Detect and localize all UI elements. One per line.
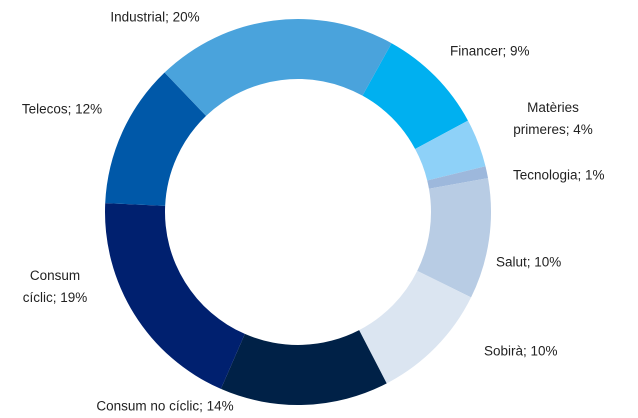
label-line: Matèries [527,100,579,115]
data-label: Consum cíclic; 19% [23,268,88,305]
data-label: Salut; 10% [496,255,561,270]
donut-segment [104,203,245,389]
data-label: Sobirà; 10% [484,344,558,359]
data-label: Matèries primeres; 4% [513,100,593,137]
data-label: Financer; 9% [450,44,530,59]
data-label: Industrial; 20% [110,10,199,25]
donut-segment [105,72,207,206]
data-label: Consum no cíclic; 14% [96,399,233,414]
label-line: primeres; 4% [513,122,593,137]
donut-segment [417,178,492,298]
donut-segment [415,120,486,181]
label-line: cíclic; 19% [23,290,88,305]
donut-segment [220,330,387,405]
data-label: Tecnologia; 1% [513,168,605,183]
donut-segment [359,270,472,384]
donut-segment [427,166,489,189]
donut-segment [362,43,468,150]
label-line: Consum [30,268,80,283]
data-label: Telecos; 12% [22,102,102,117]
donut-segment [164,18,392,116]
